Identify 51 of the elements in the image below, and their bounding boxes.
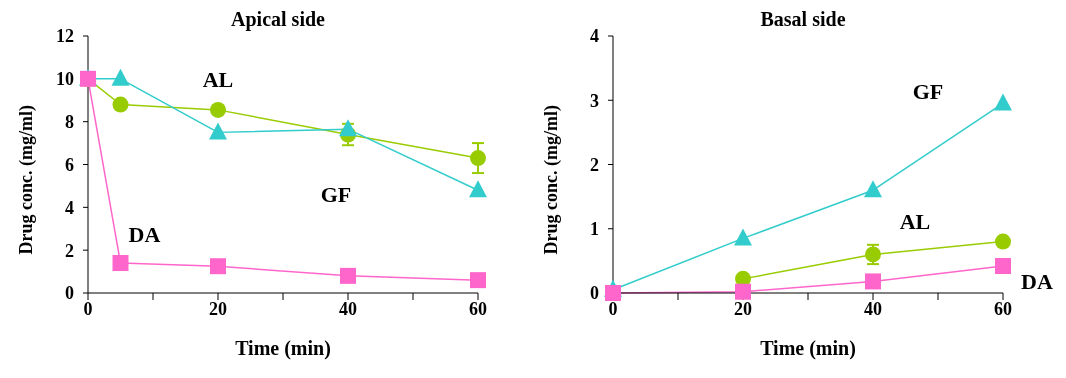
x-tick-label: 40 [864,298,882,319]
y-tick-label: 1 [590,219,599,240]
x-tick-label: 20 [734,298,752,319]
y-tick-label: 3 [590,90,599,111]
point [339,119,357,137]
y-tick-label: 4 [590,26,599,47]
point [735,283,751,300]
y-tick-label: 2 [590,154,599,175]
point [995,258,1011,275]
point [470,272,486,289]
x-tick-label: 60 [994,298,1012,319]
y-tick-label: 6 [65,154,74,175]
point [112,255,129,272]
y-axis-title: Drug conc. (mg/ml) [541,105,563,255]
chart-title: Apical side [231,8,325,30]
y-tick-label: 4 [65,197,74,218]
y-axis-title: Drug conc. (mg/ml) [16,105,38,255]
point [210,258,226,275]
point [469,180,487,198]
y-tick-label: 2 [65,240,74,261]
y-tick-label: 0 [65,283,74,304]
point [865,273,881,290]
point [994,93,1012,111]
x-tick-label: 0 [608,298,618,319]
point [111,68,130,86]
x-axis-title: Time (min) [235,337,331,360]
point [470,150,486,167]
point [605,285,621,301]
x-tick-label: 0 [83,298,93,319]
point [340,267,356,284]
series-label: AL [899,208,931,234]
text: GF [320,182,352,208]
y-tick-label: 12 [56,26,74,47]
x-axis-title: Time (min) [760,337,856,360]
point [112,96,129,113]
point [210,101,226,118]
series-label: GF [912,78,944,104]
point [734,228,752,246]
y-tick-label: 10 [56,69,74,90]
series-label: DA [128,222,161,248]
y-tick-label: 8 [65,112,74,133]
x-tick-label: 20 [209,298,227,319]
point [995,233,1011,250]
series-label: AL [202,66,234,92]
x-tick-label: 40 [339,298,357,319]
x-tick-label: 60 [469,298,487,319]
series-label: DA [1021,269,1053,295]
point [209,122,227,140]
point [864,180,882,198]
chart-title: Basal side [760,8,846,30]
y-tick-label: 0 [590,283,599,304]
